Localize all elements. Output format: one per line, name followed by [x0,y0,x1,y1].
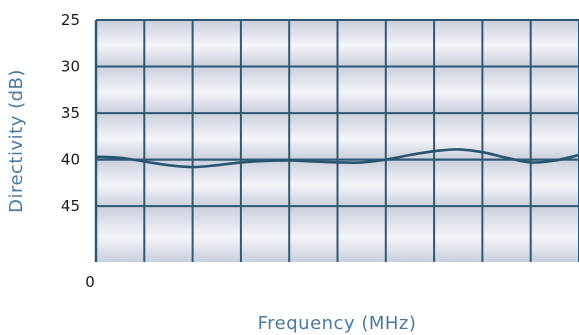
y-tick-label: 25 [61,11,80,29]
x-axis-tick-labels: 0 [85,273,95,291]
x-tick-label: 0 [85,273,95,291]
y-tick-label: 45 [61,197,80,215]
y-axis-title: Directivity (dB) [6,69,27,213]
y-axis-tick-labels: 25 30 35 40 45 [61,11,80,215]
y-tick-label: 35 [61,104,80,122]
x-axis-title: Frequency (MHz) [258,313,417,334]
data-series [94,148,579,169]
y-tick-label: 30 [61,58,80,76]
directivity-curve [94,148,579,169]
y-tick-label: 40 [61,151,80,169]
